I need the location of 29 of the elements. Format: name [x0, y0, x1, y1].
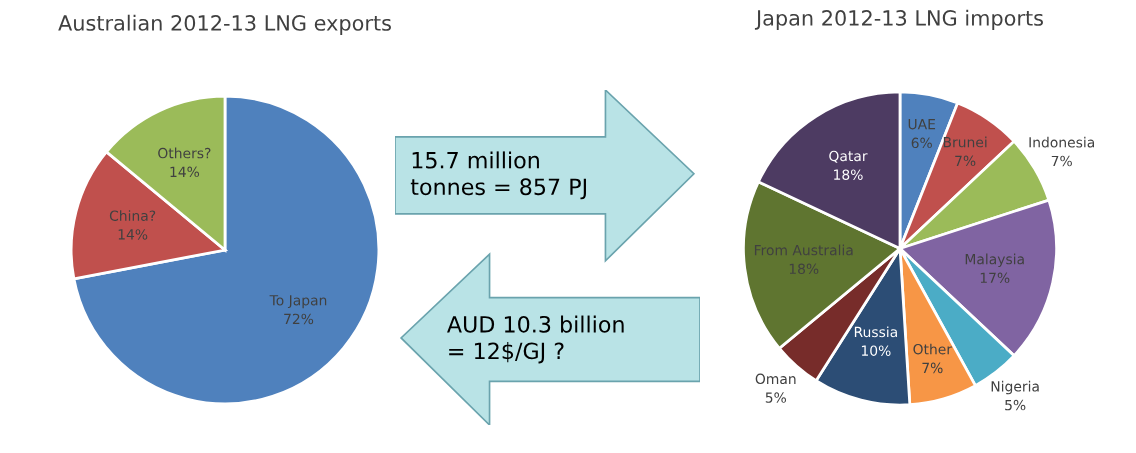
data-label: 7%	[1051, 155, 1072, 167]
slice-label: To Japan	[269, 295, 327, 309]
data-label: 7%	[955, 155, 976, 167]
data-label: 17%	[980, 272, 1010, 284]
slice-label: Nigeria	[991, 380, 1039, 395]
pie-slice	[72, 94, 381, 406]
data-label: 10%	[861, 345, 891, 356]
data-label: 5%	[765, 392, 787, 403]
slice-label: Others?	[158, 147, 211, 159]
slice-label: UAE	[908, 119, 936, 130]
slice-label: Indonesia	[1029, 136, 1095, 148]
slice-label: Malaysia	[965, 253, 1024, 268]
chart-title: Australian 2012-13 LNG exports	[58, 14, 391, 35]
data-label: 5%	[1005, 399, 1026, 411]
slice-label: Other	[913, 343, 953, 355]
slice-label: Qatar	[829, 150, 868, 163]
chart-title: Japan 2012-13 LNG imports	[754, 9, 1043, 30]
text: AUD 10.3 billion = 12$/GJ ?	[447, 315, 624, 364]
data-label: 72%	[284, 313, 314, 325]
data-label: 14%	[118, 229, 148, 240]
text: 15.7 million tonnes = 857 PJ	[410, 151, 586, 200]
slice-label: China?	[109, 210, 156, 221]
data-label: 14%	[170, 166, 200, 178]
slice-label: Oman	[755, 373, 796, 385]
slice-label: Brunei	[943, 136, 987, 148]
slice-label: Russia	[854, 326, 897, 338]
data-label: 18%	[834, 169, 863, 180]
data-label: 7%	[922, 362, 943, 374]
data-label: 6%	[911, 137, 932, 149]
